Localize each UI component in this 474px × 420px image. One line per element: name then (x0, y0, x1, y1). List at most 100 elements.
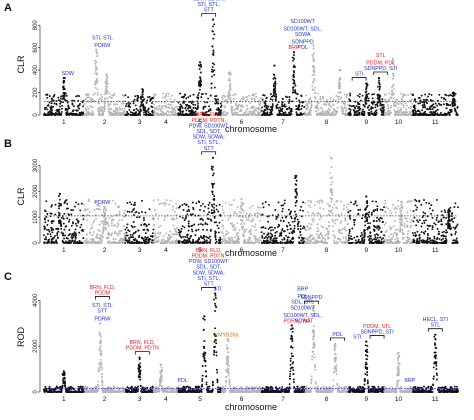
data-point (283, 103, 286, 106)
data-point (316, 227, 319, 230)
data-point (144, 106, 146, 109)
data-point (368, 109, 371, 111)
data-point (143, 219, 145, 222)
data-point (275, 240, 278, 243)
data-point (114, 238, 117, 241)
data-point (426, 224, 429, 227)
data-point (125, 231, 128, 234)
data-point (331, 212, 334, 215)
data-point (281, 98, 284, 101)
data-point (201, 223, 204, 226)
data-point (349, 94, 352, 97)
data-point (192, 114, 195, 116)
data-point (43, 112, 46, 115)
data-point (86, 106, 89, 109)
data-point (240, 223, 242, 225)
data-point (214, 113, 217, 116)
data-point (154, 234, 157, 237)
data-point (136, 240, 138, 243)
data-point (227, 218, 230, 221)
data-point (281, 107, 284, 110)
data-point (95, 51, 98, 54)
data-point (87, 100, 90, 103)
chromosome-label: 4 (164, 119, 168, 126)
data-point (211, 66, 214, 68)
trait-annotation: PDRW (94, 43, 110, 49)
data-point (244, 241, 247, 244)
data-point (304, 113, 307, 115)
data-point (373, 238, 376, 241)
data-point (295, 107, 298, 110)
data-point (288, 100, 291, 103)
data-point (392, 103, 395, 106)
data-point (71, 237, 74, 240)
data-point (260, 226, 263, 229)
data-point (431, 228, 434, 231)
annotation-bracket (351, 77, 367, 81)
data-point (433, 111, 436, 114)
data-point (96, 91, 99, 94)
data-point (187, 241, 189, 244)
data-point (233, 199, 235, 202)
data-point (388, 98, 391, 101)
data-point (422, 231, 425, 234)
data-point (264, 100, 267, 103)
data-point (380, 109, 383, 112)
data-point (291, 100, 294, 103)
data-point (400, 92, 403, 95)
peak-point (365, 82, 368, 85)
data-point (322, 97, 325, 100)
data-point (61, 98, 64, 101)
data-point (379, 108, 382, 110)
data-point (403, 93, 406, 96)
data-point (276, 225, 279, 228)
data-point (68, 233, 71, 236)
data-point (96, 88, 99, 91)
data-point (55, 239, 58, 242)
data-point (445, 112, 448, 115)
data-point (65, 108, 68, 111)
data-point (358, 95, 361, 98)
data-point (291, 238, 294, 240)
peak-point (62, 76, 65, 80)
data-point (313, 73, 316, 76)
data-point (143, 111, 145, 114)
data-point (183, 238, 186, 241)
data-point (287, 221, 290, 224)
data-point (443, 209, 446, 212)
data-point (395, 207, 398, 210)
data-point (135, 114, 138, 116)
data-point (204, 222, 207, 225)
data-point (281, 242, 284, 244)
data-point (325, 227, 328, 230)
data-point (317, 229, 320, 232)
data-point (400, 210, 402, 213)
data-point (395, 240, 398, 243)
data-point (406, 233, 409, 235)
data-point (390, 104, 393, 107)
data-point (392, 97, 395, 100)
data-point (400, 221, 403, 224)
chromosome-label: 7 (281, 119, 285, 126)
data-point (127, 101, 130, 104)
data-point (320, 235, 323, 237)
data-point (312, 59, 315, 62)
data-point (434, 102, 437, 105)
data-point (263, 94, 266, 97)
data-point (278, 106, 281, 109)
data-point (163, 240, 166, 243)
data-point (76, 105, 79, 108)
data-point (217, 106, 220, 109)
data-point (251, 220, 254, 222)
data-point (266, 234, 269, 237)
data-point (187, 220, 190, 223)
data-point (171, 112, 174, 115)
data-point (440, 220, 443, 223)
data-point (159, 202, 162, 205)
data-point (294, 84, 297, 87)
data-point (274, 87, 277, 89)
data-point (71, 112, 74, 115)
data-point (439, 113, 441, 116)
data-point (108, 114, 111, 116)
data-point (226, 241, 228, 243)
